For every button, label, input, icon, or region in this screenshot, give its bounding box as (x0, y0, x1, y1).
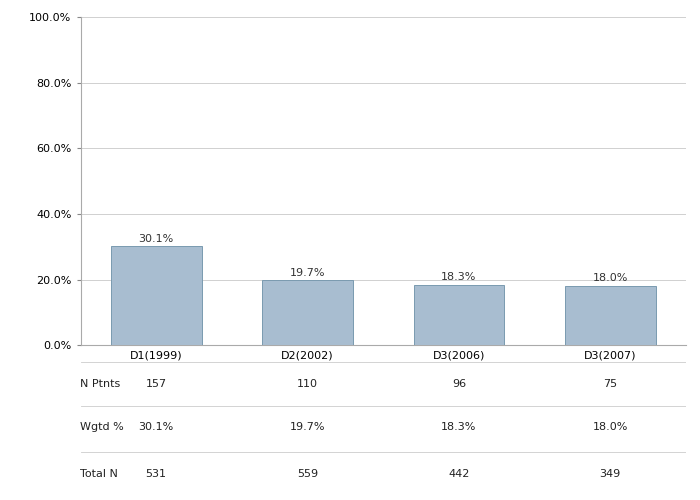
Text: 349: 349 (600, 469, 621, 479)
Bar (565, 286, 656, 345)
Text: 18.3%: 18.3% (441, 422, 477, 432)
Text: 559: 559 (297, 469, 318, 479)
Text: 75: 75 (603, 379, 617, 389)
Text: 18.3%: 18.3% (441, 272, 477, 282)
Text: 30.1%: 30.1% (139, 422, 174, 432)
Bar (262, 280, 353, 345)
Text: 442: 442 (448, 469, 470, 479)
Text: 19.7%: 19.7% (290, 422, 326, 432)
Text: 110: 110 (297, 379, 318, 389)
Bar (414, 285, 504, 345)
Text: 18.0%: 18.0% (593, 422, 628, 432)
Text: N Ptnts: N Ptnts (80, 379, 120, 389)
Text: Wgtd %: Wgtd % (80, 422, 125, 432)
Text: 531: 531 (146, 469, 167, 479)
Text: 19.7%: 19.7% (290, 268, 326, 278)
Text: 30.1%: 30.1% (139, 234, 174, 244)
Text: 96: 96 (452, 379, 466, 389)
Text: Total N: Total N (80, 469, 118, 479)
Text: 18.0%: 18.0% (593, 274, 628, 283)
Text: 157: 157 (146, 379, 167, 389)
Bar (111, 246, 202, 345)
